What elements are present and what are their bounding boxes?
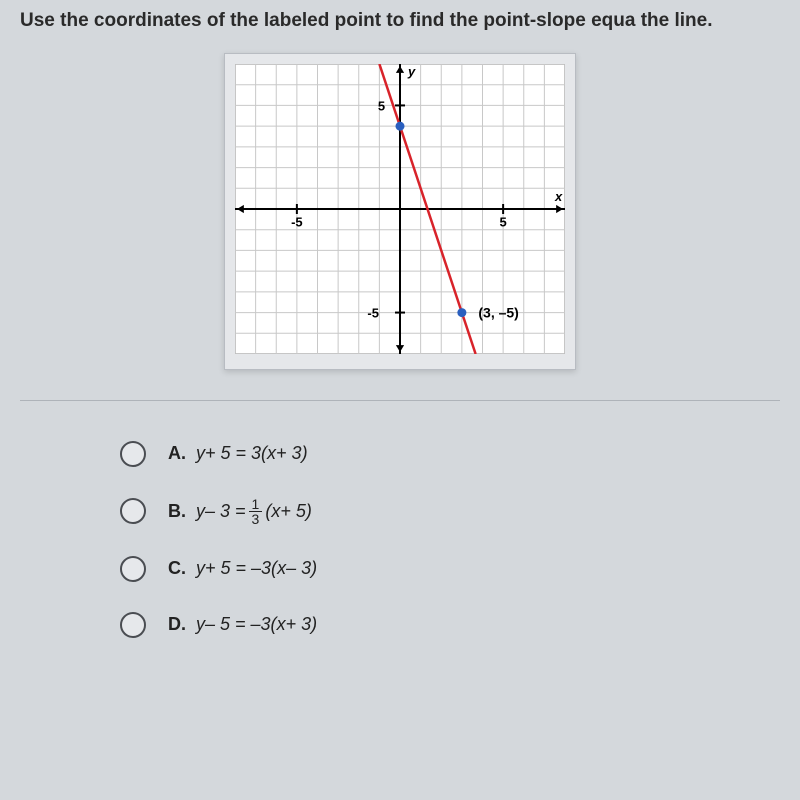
radio-icon[interactable] bbox=[120, 556, 146, 582]
coordinate-graph: 5 -5 5 -5 x y (3, –5) bbox=[235, 64, 565, 354]
svg-text:5: 5 bbox=[500, 214, 507, 229]
graph-panel: 5 -5 5 -5 x y (3, –5) bbox=[224, 53, 576, 370]
choice-c[interactable]: C. y + 5 = –3(x – 3) bbox=[120, 556, 780, 582]
svg-text:x: x bbox=[554, 189, 563, 204]
svg-text:(3, –5): (3, –5) bbox=[478, 304, 518, 320]
radio-icon[interactable] bbox=[120, 441, 146, 467]
choice-equation: y + 5 = –3(x – 3) bbox=[196, 558, 317, 579]
choice-a[interactable]: A. y + 5 = 3(x + 3) bbox=[120, 441, 780, 467]
svg-text:y: y bbox=[407, 64, 416, 79]
choice-equation: y – 5 = –3(x + 3) bbox=[196, 614, 317, 635]
radio-icon[interactable] bbox=[120, 498, 146, 524]
choice-equation: y + 5 = 3(x + 3) bbox=[196, 443, 308, 464]
choice-b[interactable]: B. y – 3 = 13(x + 5) bbox=[120, 497, 780, 526]
choice-d[interactable]: D. y – 5 = –3(x + 3) bbox=[120, 612, 780, 638]
section-divider bbox=[20, 400, 780, 401]
radio-icon[interactable] bbox=[120, 612, 146, 638]
choice-letter: B. bbox=[168, 501, 186, 522]
svg-text:-5: -5 bbox=[367, 305, 379, 320]
choice-equation: y – 3 = 13(x + 5) bbox=[196, 497, 312, 526]
choice-letter: D. bbox=[168, 614, 186, 635]
answer-choices: A. y + 5 = 3(x + 3) B. y – 3 = 13(x + 5)… bbox=[20, 441, 780, 638]
question-text: Use the coordinates of the labeled point… bbox=[20, 8, 780, 35]
svg-text:5: 5 bbox=[378, 98, 385, 113]
choice-letter: C. bbox=[168, 558, 186, 579]
choice-letter: A. bbox=[168, 443, 186, 464]
graph-container: 5 -5 5 -5 x y (3, –5) bbox=[20, 53, 780, 370]
svg-text:-5: -5 bbox=[291, 214, 303, 229]
